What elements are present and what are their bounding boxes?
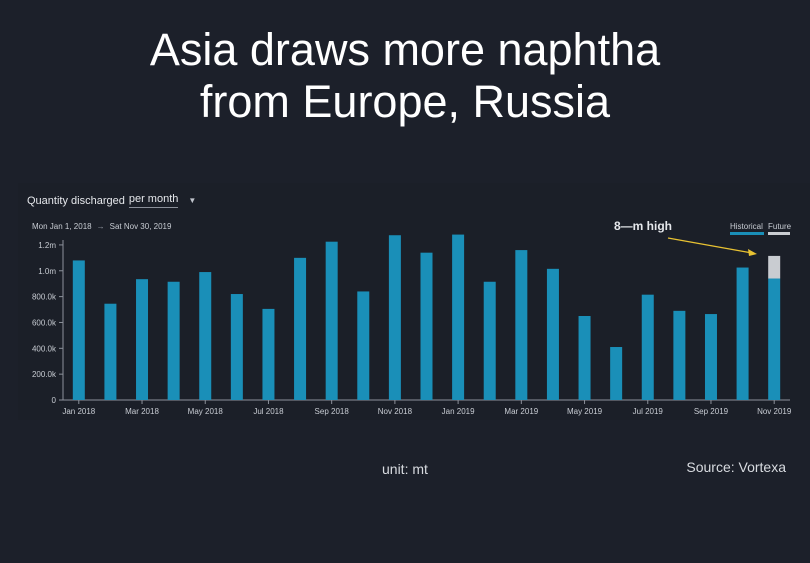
x-tick-label: Sep 2018 <box>315 407 350 416</box>
bar-historical <box>673 310 686 400</box>
y-tick-label: 0 <box>52 396 57 405</box>
bar-historical <box>736 267 749 400</box>
x-tick-label: Jul 2018 <box>253 407 284 416</box>
unit-label: unit: mt <box>382 461 428 477</box>
x-tick-label: Nov 2019 <box>757 407 792 416</box>
title-line-1: Asia draws more naphtha <box>149 24 661 75</box>
bar-historical <box>610 347 623 400</box>
bar-historical <box>294 257 307 400</box>
bar-historical <box>325 241 338 400</box>
annotation-arrow-line <box>667 237 753 254</box>
bar-historical <box>262 308 275 400</box>
y-tick-label: 1.2m <box>38 241 56 250</box>
x-tick-label: Nov 2018 <box>378 407 413 416</box>
bar-historical <box>136 279 149 400</box>
legend-future-swatch <box>768 232 790 235</box>
arrow-right-icon: → <box>96 222 105 231</box>
bar-historical <box>546 268 559 400</box>
bar-historical <box>768 278 781 400</box>
bar-historical <box>199 272 212 400</box>
selector-label: Quantity discharged <box>27 194 125 207</box>
y-tick-label: 600.0k <box>32 318 57 327</box>
legend-historical-label: Historical <box>730 222 763 231</box>
bar-historical <box>357 291 370 400</box>
bar-future <box>768 255 781 279</box>
bar-historical <box>452 234 465 400</box>
date-range-start: Mon Jan 1, 2018 <box>32 222 92 231</box>
x-tick-label: Mar 2018 <box>125 407 159 416</box>
chevron-down-icon: ▼ <box>188 196 197 205</box>
annotation-label: 8—m high <box>614 219 672 233</box>
bar-historical <box>578 316 591 400</box>
x-tick-label: Jan 2019 <box>442 407 475 416</box>
x-tick-label: Sep 2019 <box>694 407 729 416</box>
x-tick-label: Jul 2019 <box>633 407 664 416</box>
y-tick-label: 200.0k <box>32 370 57 379</box>
bar-historical <box>388 235 401 400</box>
bar-historical <box>167 281 180 400</box>
bar-historical <box>420 252 433 400</box>
bar-historical <box>704 314 717 400</box>
bar-historical <box>230 294 243 400</box>
bar-historical <box>483 281 496 400</box>
date-range-end: Sat Nov 30, 2019 <box>109 222 172 231</box>
date-range[interactable]: Mon Jan 1, 2018 → Sat Nov 30, 2019 <box>32 222 171 231</box>
y-tick-label: 1.0m <box>38 267 56 276</box>
x-tick-label: Jan 2018 <box>62 407 95 416</box>
bar-historical <box>641 294 654 400</box>
legend-historical-swatch <box>730 232 764 235</box>
x-tick-label: Mar 2019 <box>504 407 538 416</box>
y-tick-label: 400.0k <box>32 344 57 353</box>
title-line-2: from Europe, Russia <box>199 76 611 127</box>
bar-historical <box>72 260 85 400</box>
annotation-arrowhead-icon <box>748 249 757 256</box>
x-tick-label: May 2019 <box>567 407 603 416</box>
bar-historical <box>104 303 117 400</box>
bar-historical <box>515 250 528 400</box>
x-tick-label: May 2018 <box>188 407 224 416</box>
quantity-selector-dropdown[interactable]: Quantity discharged per month ▼ <box>27 193 196 208</box>
selector-period: per month <box>128 193 179 208</box>
legend-future-label: Future <box>768 222 792 231</box>
source-label: Source: Vortexa <box>686 459 786 475</box>
page-title: Asia draws more naphtha from Europe, Rus… <box>0 24 810 128</box>
y-tick-label: 800.0k <box>32 293 57 302</box>
